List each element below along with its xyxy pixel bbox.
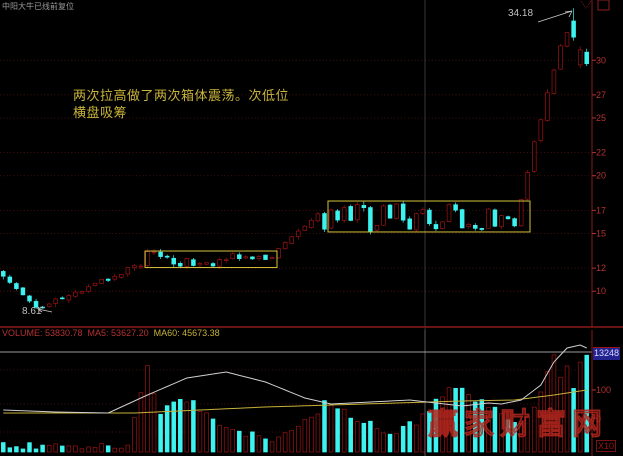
svg-text:30: 30 — [596, 55, 606, 65]
svg-text:100: 100 — [596, 385, 611, 395]
svg-text:20: 20 — [596, 171, 606, 181]
svg-text:10: 10 — [596, 286, 606, 296]
svg-text:27: 27 — [596, 90, 606, 100]
svg-text:25: 25 — [596, 113, 606, 123]
svg-text:22: 22 — [596, 148, 606, 158]
svg-text:12: 12 — [596, 263, 606, 273]
svg-text:15: 15 — [596, 228, 606, 238]
svg-text:17: 17 — [596, 205, 606, 215]
